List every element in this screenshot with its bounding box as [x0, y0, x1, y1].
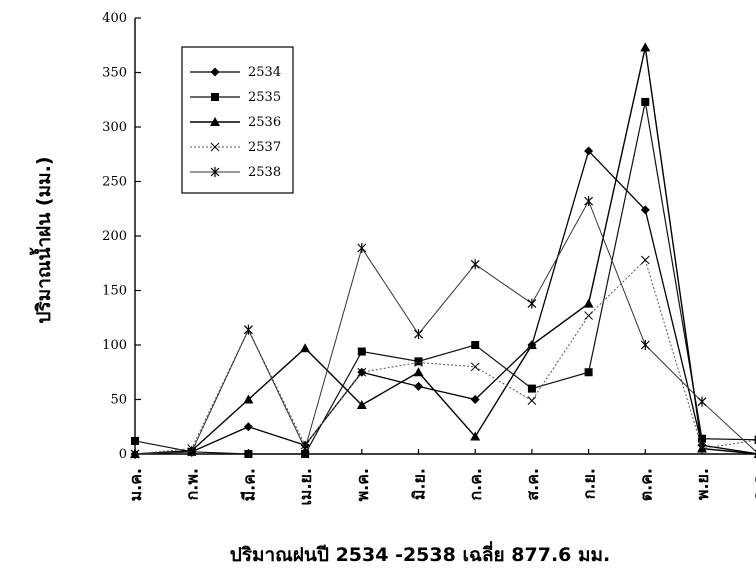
- y-axis-title: ปริมาณน้ำฝน (มม.): [29, 156, 55, 323]
- series-2538: [130, 196, 756, 459]
- data-point-2534: [470, 395, 480, 404]
- x-tick-label: ธ.ค.: [750, 468, 756, 501]
- data-point-2535: [414, 357, 423, 366]
- legend-marker: [210, 67, 220, 77]
- legend-label: 2537: [248, 140, 281, 155]
- data-point-2536: [300, 343, 311, 353]
- series-line-2534: [134, 149, 756, 455]
- data-point-2534: [243, 422, 253, 432]
- data-point-2535: [641, 97, 650, 106]
- legend-item-2534: 2534: [190, 65, 281, 80]
- legend-item-2538: 2538: [190, 165, 281, 180]
- data-point-2535: [131, 436, 139, 445]
- data-point-2536: [413, 367, 424, 377]
- data-point-2538: [357, 242, 367, 253]
- data-point-2536: [470, 431, 481, 441]
- series-line-2538: [134, 199, 756, 455]
- data-point-2536: [356, 399, 367, 409]
- y-tick-label: 200: [102, 229, 127, 244]
- data-point-2534: [414, 381, 423, 391]
- y-tick-label: 150: [102, 284, 127, 299]
- x-axis-ticks: ม.ค. ก.พ. มี.ค. เม.ย. พ.ค. มิ.ย. ก.ค. ส.ค. ก.ย. ต…: [126, 449, 756, 506]
- data-point-2537: [640, 255, 650, 265]
- x-tick-label: ม.ค.: [126, 468, 145, 501]
- data-point-2538: [470, 259, 480, 270]
- y-tick-label: 0: [119, 447, 127, 462]
- y-tick-label: 100: [102, 338, 127, 353]
- x-tick-label: ก.ค.: [466, 468, 485, 501]
- data-point-2537: [584, 311, 593, 320]
- y-axis-ticks: 0 50 100 150 200 250 300 350 400: [102, 11, 141, 462]
- y-tick-label: 400: [102, 11, 127, 26]
- data-point-2535: [301, 450, 310, 458]
- x-tick-label: ต.ค.: [636, 468, 655, 501]
- series-layer: [130, 42, 756, 459]
- x-tick-label: พ.ค.: [353, 468, 372, 501]
- data-point-2538: [300, 443, 310, 454]
- legend-marker: [211, 93, 219, 101]
- x-tick-label: ก.ย.: [580, 468, 599, 499]
- legend-marker: [210, 142, 220, 152]
- data-point-2537: [527, 396, 537, 405]
- y-tick-label: 50: [110, 393, 127, 408]
- data-point-2538: [697, 396, 707, 407]
- y-tick-label: 350: [102, 66, 127, 81]
- data-point-2535: [698, 434, 706, 443]
- data-point-2538: [584, 196, 594, 207]
- data-point-2535: [471, 341, 480, 349]
- series-line-2535: [134, 101, 756, 455]
- legend-item-2537: 2537: [190, 140, 281, 155]
- legend-label: 2534: [248, 65, 281, 80]
- legend: 2534 2535 2536 2537 2538: [181, 46, 294, 194]
- data-point-2535: [527, 384, 536, 393]
- data-point-2538: [640, 340, 650, 350]
- series-2537: [130, 255, 756, 459]
- x-tick-label: ส.ค.: [523, 468, 542, 501]
- legend-label: 2538: [248, 165, 281, 180]
- series-line-2536: [134, 47, 756, 455]
- data-point-2538: [130, 449, 140, 459]
- legend-box: [181, 46, 294, 194]
- legend-marker: [210, 167, 220, 177]
- data-point-2537: [470, 362, 480, 372]
- data-point-2535: [244, 450, 253, 458]
- x-tick-label: มิ.ย.: [410, 468, 429, 500]
- data-point-2537: [697, 444, 707, 453]
- data-point-2535: [357, 347, 366, 356]
- data-point-2537: [357, 367, 367, 377]
- data-point-2536: [640, 42, 651, 52]
- series-2536: [130, 42, 756, 458]
- data-point-2535: [584, 368, 593, 377]
- data-point-2534: [584, 146, 594, 156]
- data-point-2535: [754, 435, 756, 444]
- data-point-2536: [583, 298, 594, 308]
- legend-label: 2536: [248, 115, 281, 130]
- x-tick-label: ก.พ.: [183, 468, 202, 500]
- data-point-2538: [243, 324, 253, 335]
- data-point-2538: [414, 329, 423, 340]
- y-tick-label: 250: [102, 175, 127, 190]
- x-axis-title: ปริมาณฝนปี 2534 -2538 เฉลี่ย 877.6 มม.: [230, 541, 611, 566]
- data-point-2537: [414, 358, 423, 367]
- series-line-2537: [134, 259, 756, 455]
- x-tick-label: เม.ย.: [296, 468, 315, 506]
- legend-item-2535: 2535: [190, 90, 281, 105]
- data-point-2536: [243, 394, 254, 404]
- x-tick-label: พ.ย.: [693, 468, 712, 500]
- legend-marker: [210, 117, 220, 126]
- data-point-2538: [527, 298, 537, 309]
- data-point-2534: [640, 205, 650, 215]
- legend-label: 2535: [248, 90, 281, 105]
- y-tick-label: 300: [102, 120, 127, 135]
- data-point-2538: [187, 446, 197, 457]
- x-tick-label: มี.ค.: [239, 468, 258, 501]
- legend-item-2536: 2536: [190, 115, 281, 130]
- data-point-2536: [526, 340, 537, 349]
